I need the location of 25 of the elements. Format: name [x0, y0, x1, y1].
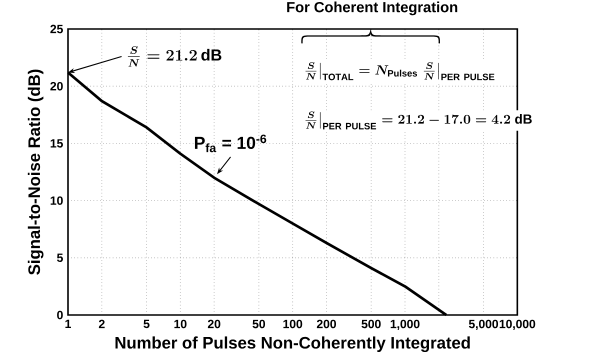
y-tick-label: 25 [50, 24, 63, 34]
x-tick-label: 10,000 [500, 320, 536, 330]
y-tick-label: 15 [50, 139, 63, 148]
y-tick-label: 20 [50, 82, 63, 90]
x-tick-label: 200 [316, 320, 336, 328]
x-tick-label: 5,000 [468, 320, 498, 330]
annotation: $\left.\frac{S}{N}\right|_{\mathrm{TOTAL}} = N_{\mathrm{Pulses}}\left.\frac{S}{N}\right|_{\mathrm{PER\ PULSE}}$ [306, 62, 494, 80]
x-tick-label: 10 [174, 320, 187, 328]
x-tick-label: 100 [283, 320, 302, 328]
x-tick-label: 500 [362, 320, 381, 328]
x-tick-label: 2 [98, 320, 105, 328]
x-tick-label: 1 [65, 320, 71, 328]
x-tick-label: 5 [144, 320, 150, 328]
y-axis-title: Signal-to-Noise Ratio (dB) [28, 70, 44, 275]
x-tick-label: 20 [208, 320, 220, 328]
x-tick-label: 1,000 [390, 320, 420, 330]
annotation: P$_{fa}$ = 10$^{-6}$ [194, 134, 266, 152]
annotation: $\frac{S}{N} = 21.2\,\mathrm{dB}$ [128, 46, 222, 67]
y-tick-label: 0 [57, 310, 63, 320]
text: For Coherent Integration [287, 2, 458, 16]
annotation: $\left.\frac{S}{N}\right|_{\mathrm{PER\ PULSE}} = 21.2 - 17.0 = 4.2\ \mathrm{dB}$ [306, 111, 532, 130]
y-tick-label: 5 [56, 254, 63, 262]
x-tick-label: 50 [252, 320, 266, 328]
y-tick-label: 10 [50, 196, 63, 205]
x-axis-title: Number of Pulses Non-Coherently Integrated [116, 336, 470, 352]
